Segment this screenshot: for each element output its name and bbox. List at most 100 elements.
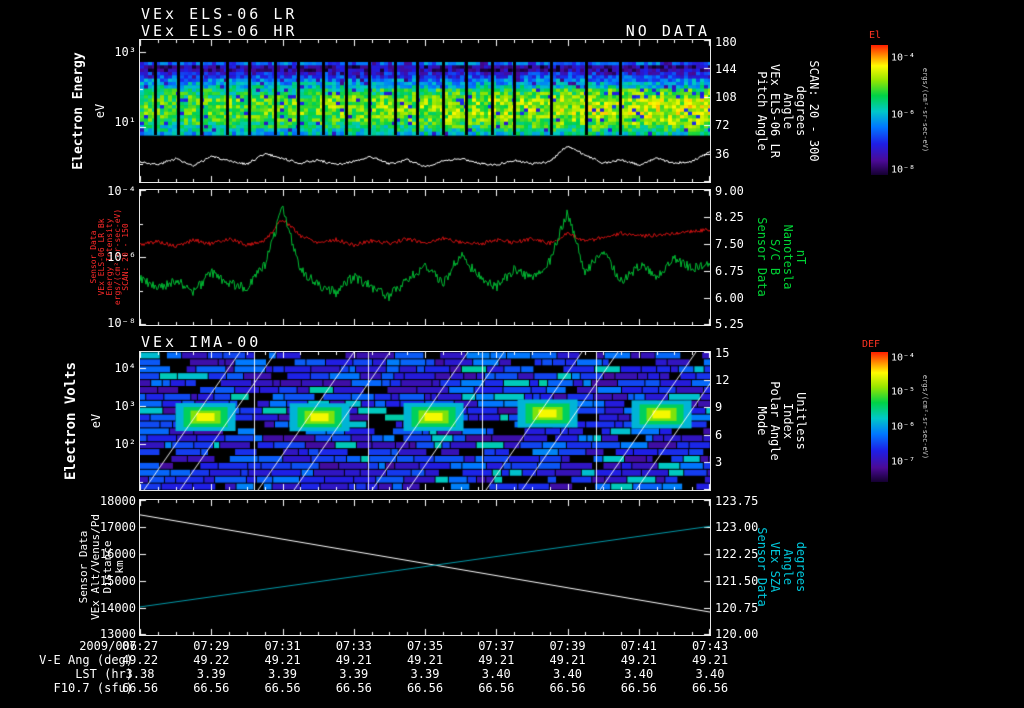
panel3-right-label-0: Mode [755,406,769,436]
bottom-row-0-value-1: 49.22 [193,653,230,667]
panel2-right-label-0: Sensor Data [755,217,769,297]
panel1-right-label-1: VEx ELS-06 LR [768,64,782,158]
panel1-title-lr: VEx ELS-06 LR [141,5,298,23]
panel4-line-canvas [139,499,711,636]
bottom-row-0-value-8: 49.21 [691,653,729,667]
panel1-colorbar [871,45,888,175]
panel4-right-tick-5: 120.00 [715,627,759,641]
panel4-left-tick-0: 18000 [99,494,136,508]
panel4-left-tick-3: 15000 [99,574,136,588]
panel2-left-tick-2: 10⁻⁸ [107,316,136,330]
bottom-row-2-value-1: 66.56 [193,681,230,695]
bottom-row-2-value-6: 66.56 [549,681,586,695]
bottom-row-2-value-8: 66.56 [691,681,729,695]
panel2-right-label-2: Nanotesla [781,224,795,290]
bottom-row-0-label: V-E Ang (deg) [39,653,133,667]
panel3-right-label-3: Unitless [794,392,808,450]
time-tick-2: 07:31 [264,639,301,653]
panel1-right-label-0: Pitch Angle [755,71,769,151]
time-tick-3: 07:33 [335,639,372,653]
bottom-row-0-value-0: 49.22 [121,653,159,667]
panel3-ylabel: Electron Volts [63,361,79,481]
panel1-right-label-3: degrees [794,85,808,137]
panel3-right-tick-0: 15 [715,346,730,360]
panel1-title-hr: VEx ELS-06 HR [141,22,298,40]
panel2-right-label-3: nT [794,249,808,265]
bottom-row-1-value-1: 3.39 [196,667,226,681]
panel4-left-label-0: Sensor Data [77,530,90,604]
panel1-left-tick-0: 10³ [114,45,136,59]
panel1-yunits: eV [93,103,107,119]
panel4-right-tick-2: 122.25 [715,547,759,561]
time-tick-4: 07:35 [406,639,444,653]
panel3-colorbar-tick-3: 10⁻⁷ [891,456,916,468]
panel3-yunits: eV [89,413,103,429]
bottom-row-0-value-6: 49.21 [549,653,586,667]
time-tick-6: 07:39 [549,639,586,653]
bottom-row-1-value-8: 3.40 [695,667,725,681]
time-tick-0: 07:27 [121,639,159,653]
panel1-colorbar-tick-0: 10⁻⁴ [891,52,916,64]
bottom-row-0-value-2: 49.21 [264,653,301,667]
panel1-right-tick-1: 144 [715,62,737,76]
panel3-colorbar-tick-2: 10⁻⁶ [891,421,916,433]
panel3-colorbar-title: DEF [862,339,881,350]
panel4-right-tick-0: 123.75 [715,494,759,508]
no-data-label: NO DATA [625,22,710,40]
panel1-spectrogram-canvas [139,39,711,183]
panel3-left-tick-2: 10² [114,437,136,451]
panel3-colorbar-tick-0: 10⁻⁴ [891,352,916,364]
panel2-right-tick-2: 7.50 [715,237,744,251]
bottom-row-1-value-4: 3.39 [410,667,440,681]
time-tick-5: 07:37 [478,639,515,653]
bottom-row-2-value-5: 66.56 [478,681,515,695]
panel1-left-tick-1: 10¹ [114,115,136,129]
bottom-row-1-value-6: 3.40 [553,667,582,681]
panel2-right-tick-4: 6.00 [715,291,744,305]
panel2-right-tick-0: 9.00 [715,184,744,198]
panel4-right-label-2: Angle [781,548,795,586]
panel1-colorbar-tick-1: 10⁻⁶ [891,109,916,121]
panel3-colorbar [871,352,888,482]
panel3-right-label-1: Polar Angle [768,381,782,461]
panel1-right-tick-3: 72 [715,118,730,132]
panel4-left-tick-5: 13000 [99,627,136,641]
panel3-right-tick-3: 6 [715,428,723,442]
bottom-row-1-value-3: 3.39 [339,667,369,681]
bottom-row-2-value-4: 66.56 [406,681,444,695]
bottom-row-2-value-7: 66.56 [620,681,657,695]
panel3-right-tick-4: 3 [715,455,723,469]
panel3-colorbar-tick-1: 10⁻⁵ [891,386,916,398]
panel2-left-tick-1: 10⁻⁶ [107,250,136,264]
panel3-right-label-2: Index [781,402,795,440]
bottom-row-2-value-3: 66.56 [335,681,372,695]
panel1-ylabel: Electron Energy [71,52,86,170]
panel4-right-tick-1: 123.00 [715,520,759,534]
date-label: 2009/006 [79,639,137,653]
panel3-left-tick-1: 10³ [114,399,136,413]
panel4-right-tick-3: 121.50 [715,574,759,588]
panel4-right-label-0: Sensor Data [755,527,769,607]
bottom-row-1-label: LST (hr) [75,667,133,681]
bottom-row-1-value-2: 3.39 [268,667,297,681]
bottom-row-0-value-4: 49.21 [406,653,444,667]
panel4-left-tick-2: 16000 [99,547,136,561]
bottom-row-2-label: F10.7 (sfu) [53,681,133,695]
bottom-row-2-value-0: 66.56 [121,681,159,695]
bottom-row-1-value-7: 3.40 [624,667,654,681]
panel3-left-tick-0: 10⁴ [114,361,136,375]
bottom-row-0-value-3: 49.21 [335,653,372,667]
panel2-right-tick-5: 5.25 [715,317,744,331]
panel3-right-tick-1: 12 [715,373,730,387]
bottom-row-0-value-7: 49.21 [620,653,657,667]
panel2-right-label-1: S/C B [768,238,782,276]
panel1-right-scan-label: SCAN: 20 - 300 [807,60,821,162]
time-tick-1: 07:29 [193,639,230,653]
panel1-right-tick-2: 108 [715,90,737,104]
panel3-title: VEx IMA-00 [141,333,262,351]
panel4-right-label-1: VEx SZA [768,541,782,593]
panel4-left-tick-4: 14000 [99,601,136,615]
panel2-right-tick-3: 6.75 [715,264,744,278]
panel4-left-label-3: km [113,560,126,574]
